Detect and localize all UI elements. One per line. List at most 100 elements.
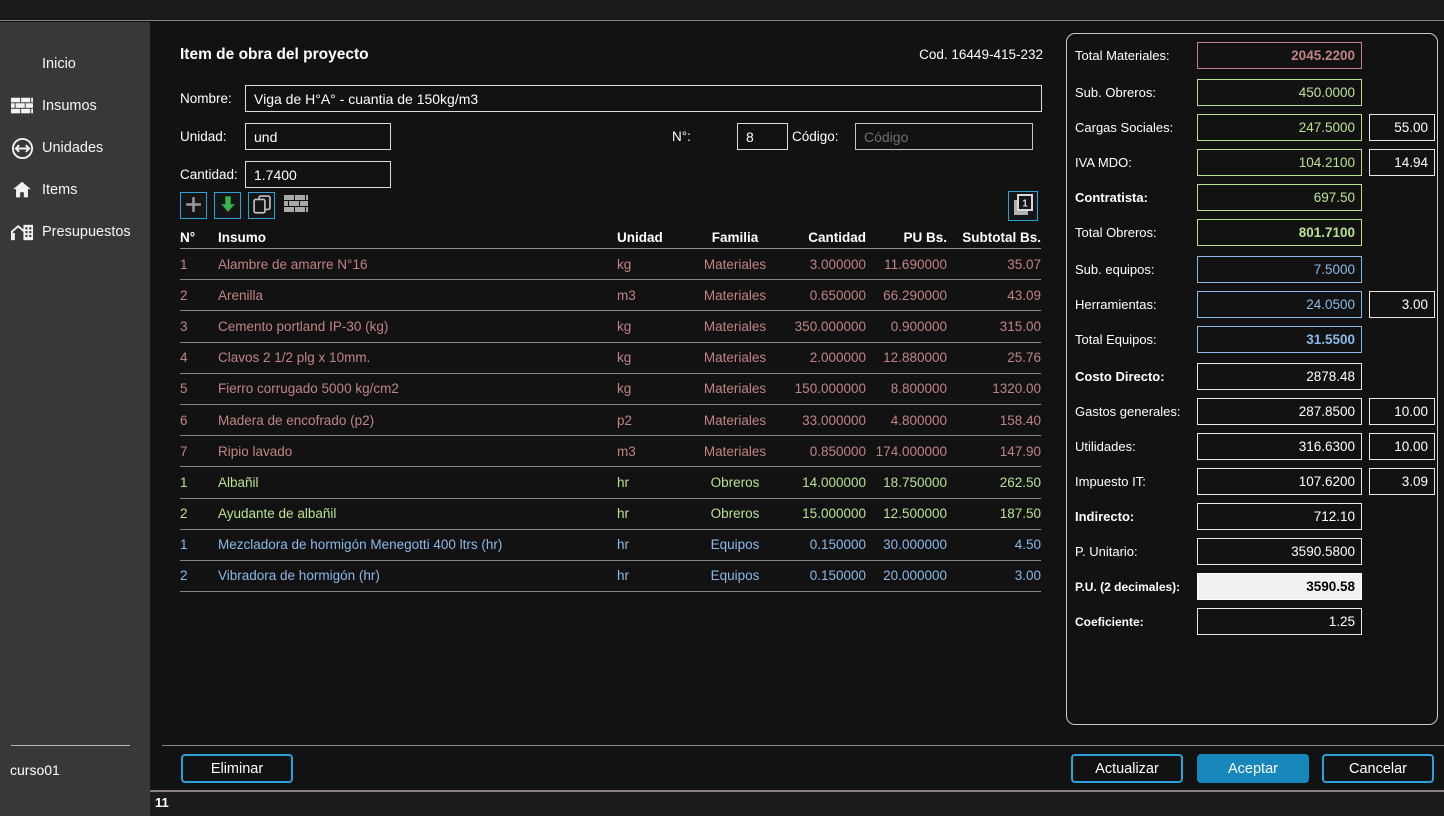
cell-insumo: Vibradora de hormigón (hr) xyxy=(218,568,380,584)
summary-label: Coeficiente: xyxy=(1075,614,1144,629)
summary-label: Contratista: xyxy=(1075,190,1148,205)
numero-input[interactable] xyxy=(737,123,788,150)
summary-label: P.U. (2 decimales): xyxy=(1075,579,1181,594)
cell-pu: 174.000000 xyxy=(875,443,947,459)
duplicate-insumo-button[interactable] xyxy=(248,192,275,219)
cell-familia: Materiales xyxy=(703,318,767,334)
summary-value-iva-mdo[interactable]: 104.2100 xyxy=(1197,149,1362,176)
unidad-input[interactable] xyxy=(245,123,391,150)
insumos-toolbar xyxy=(180,192,309,219)
sidebar-item-insumos[interactable]: Insumos xyxy=(0,85,150,127)
table-row[interactable]: 2 Arenilla m3 Materiales 0.650000 66.290000 43… xyxy=(180,280,1041,312)
cell-cant: 3.000000 xyxy=(809,256,866,272)
summary-value-contratista[interactable]: 697.50 xyxy=(1197,184,1362,211)
cell-pu: 30.000000 xyxy=(883,537,947,553)
summary-value-p-u-2-decimales[interactable]: 3590.58 xyxy=(1197,573,1362,600)
sidebar-item-label: Presupuestos xyxy=(42,224,131,240)
summary-value-coeficiente[interactable]: 1.25 xyxy=(1197,608,1362,635)
summary-percent-gastos-generales[interactable]: 10.00 xyxy=(1369,398,1435,425)
cell-sub: 147.90 xyxy=(999,443,1041,459)
summary-value-total-obreros[interactable]: 801.7100 xyxy=(1197,219,1362,246)
sidebar-item-items[interactable]: Items xyxy=(0,169,150,211)
header-pu: PU Bs. xyxy=(903,230,947,245)
summary-percent-impuesto-it[interactable]: 3.09 xyxy=(1369,468,1435,495)
cell-insumo: Ripio lavado xyxy=(218,443,293,459)
eliminar-button[interactable]: Eliminar xyxy=(181,754,293,783)
sidebar-item-label: Items xyxy=(42,182,78,198)
table-row[interactable]: 1 Albañil hr Obreros 14.000000 18.750000 262.5… xyxy=(180,467,1041,499)
cell-pu: 66.290000 xyxy=(883,287,947,303)
summary-row-total-obreros: Total Obreros: 801.7100 xyxy=(1067,219,1437,246)
summary-row-p-u-2-decimales: P.U. (2 decimales): 3590.58 xyxy=(1067,573,1437,600)
cell-sub: 158.40 xyxy=(999,412,1041,428)
table-row[interactable]: 4 Clavos 2 1/2 plg x 10mm. kg Materiales 2.0… xyxy=(180,343,1041,374)
table-row[interactable]: 6 Madera de encofrado (p2) p2 Materiales 33.… xyxy=(180,405,1041,437)
cancelar-button[interactable]: Cancelar xyxy=(1322,754,1434,783)
aceptar-button[interactable]: Aceptar xyxy=(1197,754,1309,783)
summary-value-sub-equipos[interactable]: 7.5000 xyxy=(1197,256,1362,283)
cell-familia: Equipos xyxy=(710,537,760,553)
header-n: N° xyxy=(180,230,196,245)
cell-unidad: hr xyxy=(617,506,630,522)
copy-single-page-button[interactable]: 1 xyxy=(1008,191,1038,221)
sidebar-item-inicio[interactable]: Inicio xyxy=(0,43,150,85)
cell-cant: 15.000000 xyxy=(802,506,866,522)
codigo-input[interactable] xyxy=(855,123,1033,150)
bricks-icon xyxy=(9,94,35,118)
summary-row-total-materiales: Total Materiales: 2045.2200 xyxy=(1067,42,1437,69)
summary-label: Sub. equipos: xyxy=(1075,262,1155,277)
summary-value-gastos-generales[interactable]: 287.8500 xyxy=(1197,398,1362,425)
item-code: Cod. 16449-415-232 xyxy=(919,47,1043,62)
sidebar-divider xyxy=(11,745,130,746)
summary-row-costo-directo: Costo Directo: 2878.48 xyxy=(1067,363,1437,390)
summary-percent-herramientas[interactable]: 3.00 xyxy=(1369,291,1435,318)
cell-n: 6 xyxy=(180,412,188,428)
buildings-icon xyxy=(9,220,35,244)
summary-percent-cargas-sociales[interactable]: 55.00 xyxy=(1369,114,1435,141)
summary-label: Costo Directo: xyxy=(1075,369,1165,384)
table-row[interactable]: 3 Cemento portland IP-30 (kg) kg Materiales… xyxy=(180,311,1041,343)
table-row[interactable]: 1 Alambre de amarre N°16 kg Materiales 3.000… xyxy=(180,249,1041,281)
summary-percent-iva-mdo[interactable]: 14.94 xyxy=(1369,149,1435,176)
summary-value-cargas-sociales[interactable]: 247.5000 xyxy=(1197,114,1362,141)
summary-value-total-materiales[interactable]: 2045.2200 xyxy=(1197,42,1362,69)
summary-value-p-unitario[interactable]: 3590.5800 xyxy=(1197,538,1362,565)
table-row[interactable]: 2 Vibradora de hormigón (hr) hr Equipos 0.15… xyxy=(180,561,1041,593)
sidebar-item-unidades[interactable]: Unidades xyxy=(0,127,150,169)
summary-label: Cargas Sociales: xyxy=(1075,120,1174,135)
add-insumo-button[interactable] xyxy=(180,192,207,219)
nombre-input[interactable] xyxy=(245,85,1042,112)
cell-unidad: kg xyxy=(617,256,632,272)
cell-unidad: hr xyxy=(617,537,630,553)
cantidad-input[interactable] xyxy=(245,161,391,188)
copy-single-icon: 1 xyxy=(1011,193,1035,220)
summary-value-sub-obreros[interactable]: 450.0000 xyxy=(1197,79,1362,106)
cell-n: 2 xyxy=(180,287,188,303)
summary-value-impuesto-it[interactable]: 107.6200 xyxy=(1197,468,1362,495)
summary-value-indirecto[interactable]: 712.10 xyxy=(1197,503,1362,530)
summary-value-herramientas[interactable]: 24.0500 xyxy=(1197,291,1362,318)
cell-n: 1 xyxy=(180,256,188,272)
cell-insumo: Arenilla xyxy=(218,287,264,303)
cell-n: 3 xyxy=(180,318,188,334)
table-row[interactable]: 1 Mezcladora de hormigón Menegotti 400 lt… xyxy=(180,530,1041,561)
summary-percent-utilidades[interactable]: 10.00 xyxy=(1369,433,1435,460)
summary-value-total-equipos[interactable]: 31.5500 xyxy=(1197,326,1362,353)
actualizar-button[interactable]: Actualizar xyxy=(1071,754,1183,783)
summary-value-costo-directo[interactable]: 2878.48 xyxy=(1197,363,1362,390)
summary-value-utilidades[interactable]: 316.6300 xyxy=(1197,433,1362,460)
copy-icon xyxy=(252,194,272,217)
table-row[interactable]: 7 Ripio lavado m3 Materiales 0.850000 174.000… xyxy=(180,436,1041,468)
insert-insumo-button[interactable] xyxy=(214,192,241,219)
cell-unidad: hr xyxy=(617,568,630,584)
add-icon xyxy=(183,194,204,218)
insumos-library-button[interactable] xyxy=(282,192,309,219)
summary-label: Total Materiales: xyxy=(1075,48,1170,63)
sidebar-item-presupuestos[interactable]: Presupuestos xyxy=(0,211,150,253)
table-row[interactable]: 5 Fierro corrugado 5000 kg/cm2 kg Materiale… xyxy=(180,374,1041,405)
summary-label: Indirecto: xyxy=(1075,509,1135,524)
insumos-table: N° Insumo Unidad Familia Cantidad PU Bs.… xyxy=(180,227,1041,593)
table-row[interactable]: 2 Ayudante de albañil hr Obreros 15.000000 12… xyxy=(180,499,1041,530)
cell-familia: Materiales xyxy=(703,350,767,366)
cell-insumo: Ayudante de albañil xyxy=(218,506,337,522)
